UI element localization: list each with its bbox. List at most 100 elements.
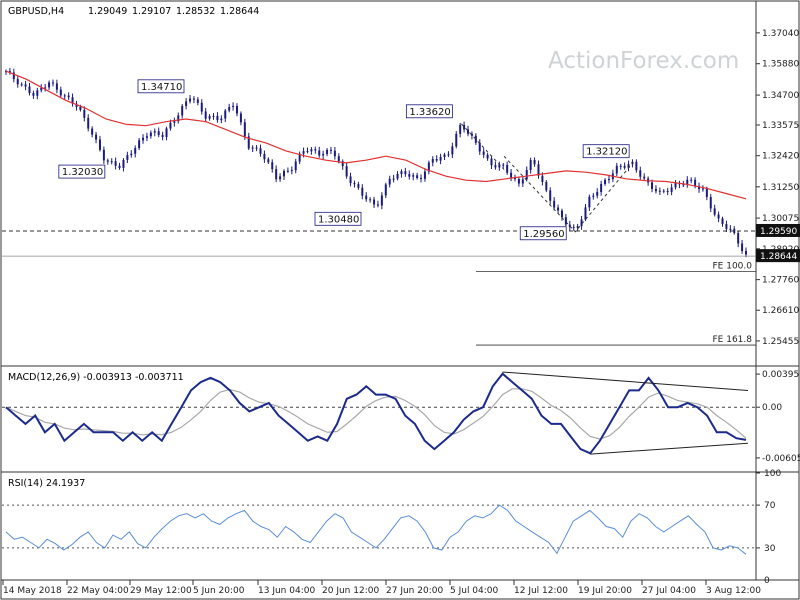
macd-line — [5, 372, 747, 455]
candle-body — [423, 171, 426, 179]
time-tick-label: 19 Jul 20:00 — [578, 586, 632, 596]
candle-body — [59, 89, 62, 96]
fe-level-label: FE 100.0 — [713, 262, 753, 272]
candle-body — [204, 111, 207, 119]
rsi-tick-label: 100 — [764, 469, 781, 479]
time-tick-label: 27 Jun 20:00 — [386, 586, 443, 596]
price-tick-label: 1.37040 — [762, 29, 799, 39]
price-tick-label: 1.30075 — [762, 214, 799, 224]
price-tick-label: 1.33575 — [762, 121, 799, 131]
candle-body — [537, 164, 540, 176]
candle-body — [557, 207, 560, 211]
candle-body — [87, 117, 90, 129]
candle-body — [662, 190, 665, 192]
candle-body — [349, 176, 352, 184]
candle-body — [12, 72, 15, 80]
support-price-tag — [756, 223, 800, 237]
candle-body — [322, 154, 325, 156]
time-tick-label: 5 Jun 20:00 — [193, 586, 245, 596]
candle-body — [694, 179, 697, 187]
candle-body — [177, 115, 180, 122]
candle-body — [290, 170, 293, 172]
candle-body — [302, 151, 305, 154]
candle-body — [306, 151, 309, 153]
symbol-label: GBPUSD,H4 — [8, 6, 64, 17]
candle-body — [161, 135, 164, 138]
candle-body — [16, 79, 19, 85]
candle-body — [157, 131, 160, 136]
candle-body — [185, 101, 188, 107]
candle-body — [717, 214, 720, 219]
price-tick-label: 1.26610 — [762, 306, 799, 316]
high-value: 1.29107 — [132, 6, 171, 17]
candle-body — [341, 161, 344, 167]
price-tick-label: 1.31250 — [762, 183, 799, 193]
candle-body — [533, 160, 536, 165]
candle-body — [549, 190, 552, 201]
candle-body — [122, 159, 125, 168]
candle-body — [200, 102, 203, 112]
price-label: 1.33620 — [409, 107, 450, 118]
candle-body — [365, 195, 368, 200]
candle-body — [737, 233, 740, 244]
candle-body — [337, 156, 340, 162]
candle-body — [467, 129, 470, 134]
candle-body — [51, 82, 54, 84]
candle-body — [635, 161, 638, 171]
candle-body — [251, 147, 254, 149]
rsi-title: RSI(14) 24.1937 — [8, 478, 85, 489]
price-label-box — [405, 104, 453, 119]
candle-body — [408, 174, 411, 177]
candle-body — [588, 196, 591, 208]
candle-body — [173, 121, 176, 123]
candle-body — [412, 175, 415, 177]
price-label-box — [58, 164, 106, 179]
candle-body — [275, 169, 278, 180]
candle-body — [55, 83, 58, 90]
price-tick-label: 1.34700 — [762, 91, 799, 101]
candle-body — [506, 164, 509, 173]
candle-body — [20, 84, 23, 86]
candle-body — [690, 179, 693, 181]
rsi-tick-label: 0 — [764, 576, 770, 586]
last-price-label: 1.28644 — [760, 252, 797, 262]
candle-body — [369, 199, 372, 201]
candle-body — [435, 158, 438, 161]
candle-body — [455, 133, 458, 147]
candle-body — [294, 161, 297, 171]
price-label: 1.29560 — [523, 229, 564, 240]
candle-body — [91, 128, 94, 135]
candle-body — [658, 190, 661, 192]
macd-divergence-line — [502, 371, 749, 391]
candle-body — [451, 146, 454, 155]
candle-body — [627, 164, 630, 168]
candle-body — [267, 159, 270, 163]
candle-body — [560, 210, 563, 218]
price-tick-label: 1.27760 — [762, 276, 799, 286]
candle-body — [463, 124, 466, 130]
candle-body — [576, 226, 579, 228]
candle-body — [580, 219, 583, 227]
candle-body — [126, 155, 129, 160]
candle-body — [32, 93, 35, 96]
candle-body — [153, 131, 156, 133]
candle-body — [674, 182, 677, 188]
candle-body — [353, 183, 356, 185]
candle-body — [181, 106, 184, 116]
time-tick-label: 5 Jul 04:00 — [450, 586, 499, 596]
macd-tick-label: 0.00 — [762, 403, 782, 413]
candle-body — [592, 195, 595, 197]
candle-body — [478, 142, 481, 152]
candle-body — [118, 165, 121, 168]
candle-body — [623, 165, 626, 168]
candle-body — [486, 154, 489, 159]
rsi-tick-label: 70 — [764, 501, 776, 511]
candle-body — [224, 110, 227, 119]
candle-body — [263, 153, 266, 160]
candle-body — [134, 148, 137, 154]
candle-body — [615, 165, 618, 174]
candle-body — [83, 109, 86, 118]
candle-body — [521, 179, 524, 184]
